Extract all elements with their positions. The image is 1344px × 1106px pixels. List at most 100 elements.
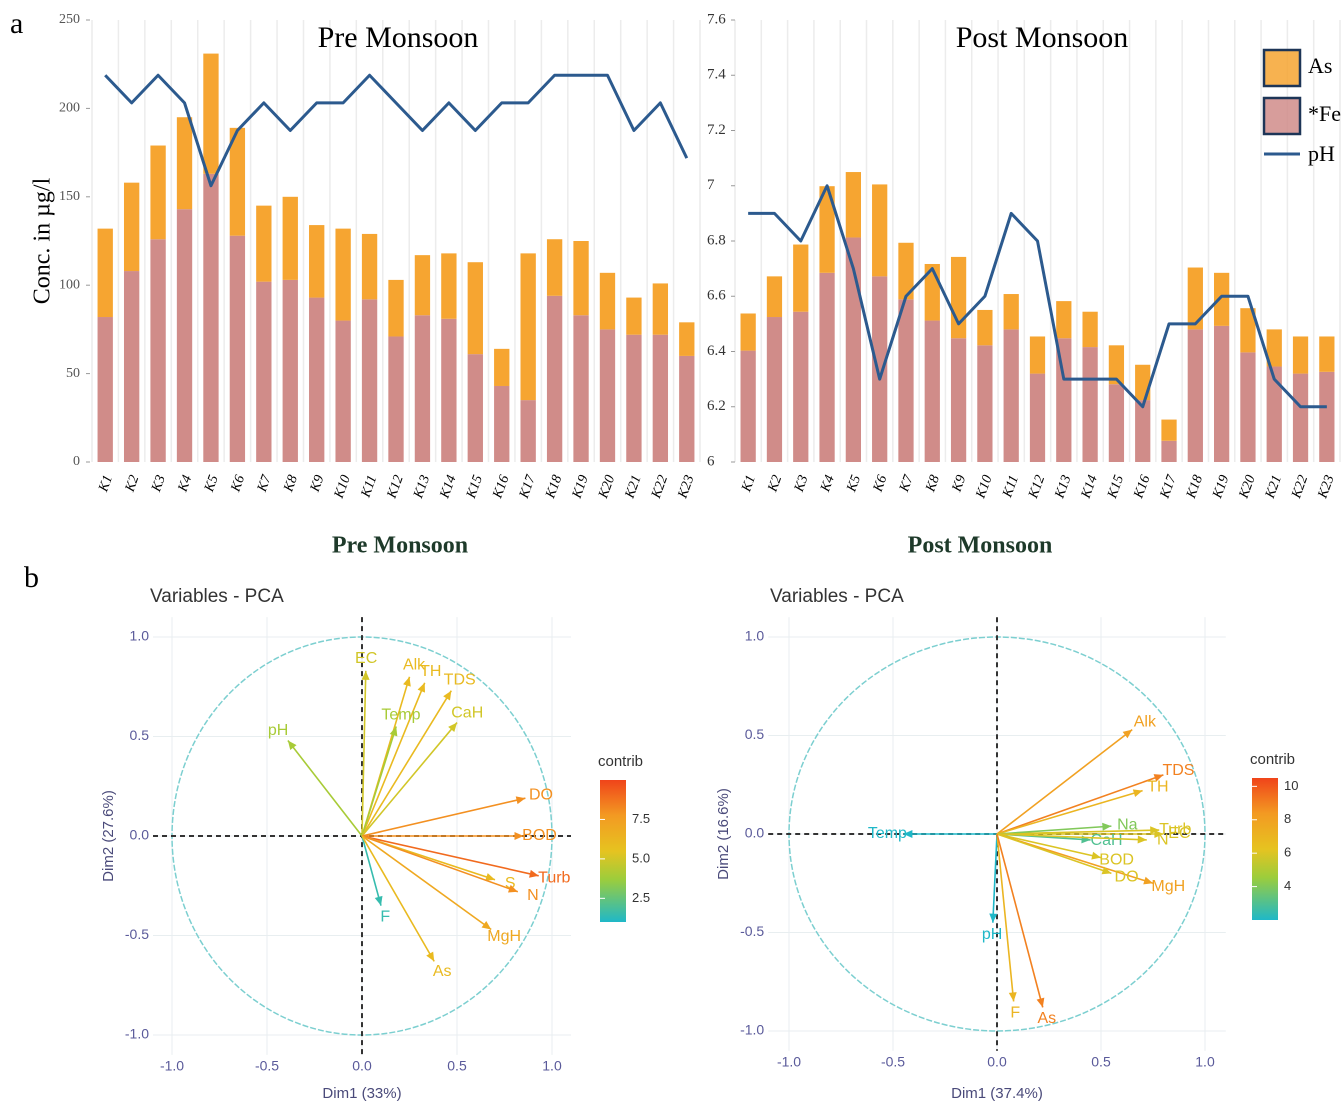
arrow-head — [1081, 835, 1091, 844]
loading-arrow — [361, 690, 452, 837]
bar-segment — [467, 354, 483, 462]
loading-arrow — [361, 835, 492, 931]
loading-arrow — [996, 833, 1102, 859]
chart-title: Variables - PCA — [150, 586, 284, 607]
bar-segment — [652, 334, 669, 462]
bar-segment — [414, 315, 431, 462]
loading-arrow — [361, 682, 426, 837]
x-tick-label: K3 — [792, 473, 812, 494]
x-tick-label: -1.0 — [777, 1053, 801, 1069]
arrow-head — [426, 951, 435, 962]
colorbar-title: contrib — [1250, 751, 1295, 768]
bar-segment — [766, 276, 783, 318]
bar-segment — [1108, 384, 1125, 462]
y2-tick-label: 6.4 — [707, 343, 726, 359]
bar-segment — [388, 279, 404, 337]
bar-segment — [898, 299, 914, 462]
variable-label: TH — [420, 663, 441, 680]
bar-segment — [1292, 336, 1309, 374]
variable-label: MgH — [487, 928, 521, 945]
variable-label: Turb — [538, 870, 570, 887]
x-tick-label: K23 — [1315, 473, 1337, 501]
legend-label: pH — [1308, 141, 1335, 166]
y2-tick-label: 6 — [707, 453, 715, 469]
x-axis-label: Dim1 (37.4%) — [951, 1085, 1043, 1102]
bar-segment — [573, 315, 589, 462]
bar-segment — [97, 228, 113, 318]
bar-segment — [1187, 329, 1203, 462]
chart-title: Pre Monsoon — [318, 21, 479, 54]
bar-segment — [950, 256, 967, 339]
variable-label: TDS — [1162, 762, 1194, 779]
variable-label: BOD — [1099, 852, 1134, 869]
y-tick-label: 0 — [73, 454, 80, 469]
variable-label: pH — [982, 926, 1002, 943]
x-tick-label: K16 — [490, 473, 512, 501]
bar-segment — [1214, 272, 1230, 326]
bar-segment — [950, 338, 967, 462]
colorbar-tick-label: 2.5 — [632, 890, 650, 905]
chart-title: Post Monsoon — [956, 21, 1129, 54]
bar-segment — [1266, 329, 1282, 367]
colorbar-tick-label: 7.5 — [632, 811, 650, 826]
bar-segment — [546, 239, 563, 296]
x-tick-label: K13 — [411, 473, 433, 501]
variable-label: EC — [355, 650, 377, 667]
bar-segment — [977, 309, 993, 346]
loading-arrow — [287, 739, 363, 837]
bar-segment — [546, 295, 563, 462]
variable-label: Alk — [1134, 713, 1157, 730]
x-tick-label: -0.5 — [255, 1058, 279, 1074]
x-tick-label: 1.0 — [1195, 1053, 1215, 1069]
colorbar — [600, 780, 626, 922]
section-heading: Post Monsoon — [908, 533, 1053, 559]
variable-label: As — [433, 963, 452, 980]
bar-segment — [819, 186, 835, 273]
loading-arrow — [996, 833, 1147, 841]
x-tick-label: K15 — [1105, 473, 1127, 501]
bar-segment — [1187, 267, 1203, 330]
arrow-head — [989, 913, 998, 923]
colorbar — [1252, 778, 1278, 920]
x-tick-label: K15 — [464, 473, 486, 501]
x-tick-label: K9 — [307, 473, 327, 494]
bar-segment — [819, 272, 835, 462]
legend-swatch — [1262, 96, 1302, 136]
loading-arrow — [361, 670, 367, 837]
bar-segment — [793, 311, 809, 462]
variable-label: CaH — [451, 705, 483, 722]
x-tick-label: K21 — [1263, 473, 1285, 501]
colorbar-tick-label: 8 — [1284, 811, 1291, 826]
bar-segment — [282, 196, 298, 280]
bar-segment — [1108, 345, 1125, 385]
bar-segment — [520, 253, 536, 401]
variable-label: S — [505, 875, 516, 892]
bar-segment — [1240, 308, 1256, 353]
y-tick-label: 0.5 — [745, 726, 765, 742]
colorbar-tick-label: 4 — [1284, 878, 1291, 893]
bar-segment — [282, 279, 298, 462]
y-tick-label: 0.0 — [130, 827, 150, 843]
y2-tick-label: 7.4 — [707, 67, 726, 83]
arrow-head — [403, 676, 411, 687]
bar-segment — [1161, 419, 1177, 441]
bar-segment — [150, 239, 166, 462]
loading-arrow — [996, 728, 1133, 835]
arrow-head — [1008, 992, 1017, 1002]
x-tick-label: K3 — [149, 473, 169, 494]
bar-segment — [494, 348, 510, 386]
x-tick-label: 0.0 — [987, 1053, 1007, 1069]
variable-label: pH — [268, 722, 288, 739]
bar-segment — [872, 276, 888, 462]
x-tick-label: K4 — [175, 473, 195, 494]
y2-tick-label: 6.6 — [707, 288, 726, 304]
y2-tick-label: 7 — [707, 177, 715, 193]
colorbar-tick-label: 6 — [1284, 845, 1291, 860]
x-tick-label: K23 — [675, 473, 697, 501]
variable-label: As — [1038, 1010, 1057, 1027]
colorbar-tick-label: 10 — [1284, 778, 1298, 793]
bar-segment — [1003, 329, 1019, 462]
arrow-head — [1137, 835, 1147, 844]
bar-segment — [97, 317, 113, 462]
variable-label: Temp — [868, 825, 907, 842]
